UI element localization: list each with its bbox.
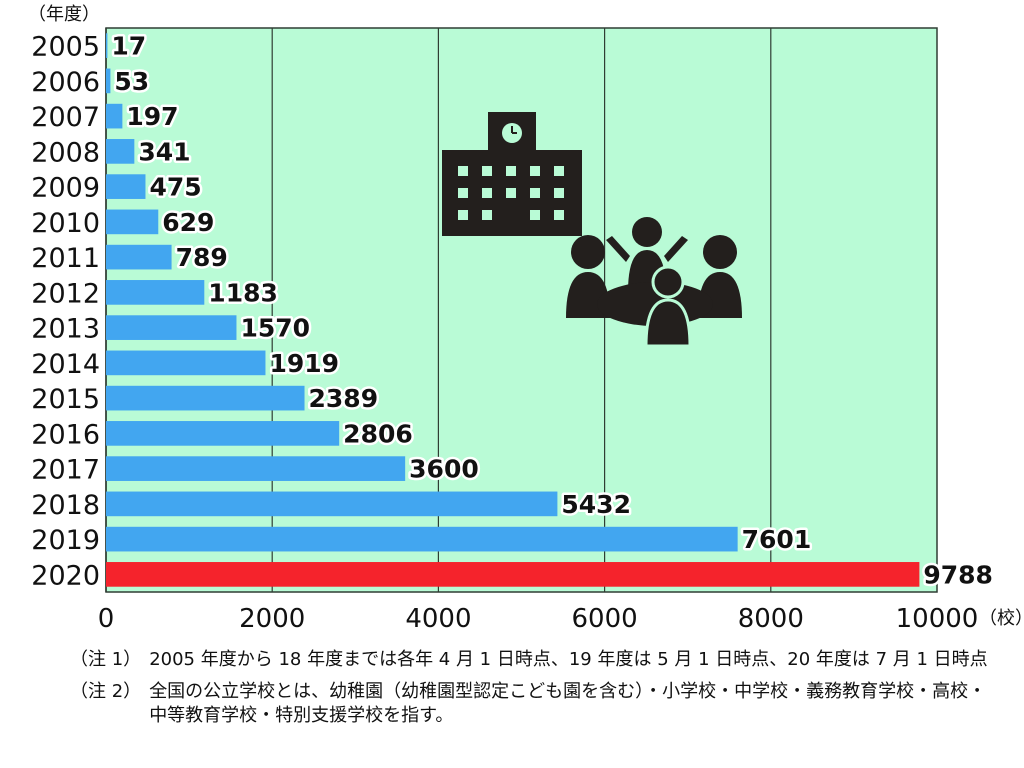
data-label: 3600 xyxy=(409,455,479,484)
window-icon xyxy=(458,188,468,198)
window-icon xyxy=(506,166,516,176)
data-label: 1570 xyxy=(240,314,310,343)
data-label: 629 xyxy=(162,208,214,237)
window-icon xyxy=(506,188,516,198)
x-axis-unit: （校） xyxy=(979,608,1024,629)
window-icon xyxy=(458,166,468,176)
data-label: 1919 xyxy=(269,349,339,378)
window-icon xyxy=(482,188,492,198)
bar-2019 xyxy=(106,526,738,552)
y-tick-label: 2017 xyxy=(31,455,100,486)
y-tick-label: 2014 xyxy=(31,349,100,380)
y-tick-label: 2015 xyxy=(31,384,100,415)
note-text: 2005 年度から 18 年度までは各年 4 月 1 日時点、19 年度は 5 … xyxy=(149,649,988,670)
window-icon xyxy=(530,166,540,176)
bar-2006 xyxy=(106,68,111,94)
y-tick-label: 2012 xyxy=(31,278,100,309)
year-labels: 2005 2006 2007 2008 2009 2010 2011 2012 2013 2014… xyxy=(31,32,100,592)
data-label: 17 xyxy=(111,32,146,61)
x-tick-label: 10000 xyxy=(896,604,979,634)
bar-2015 xyxy=(106,385,305,411)
y-tick-label: 2007 xyxy=(31,102,100,133)
window-icon xyxy=(482,166,492,176)
bar-2017 xyxy=(106,456,406,481)
y-tick-label: 2008 xyxy=(31,137,100,168)
x-tick-label: 8000 xyxy=(738,604,804,634)
bar-chart: 2005 2006 2007 2008 2009 2010 2011 2012 2013 2014… xyxy=(28,4,1024,634)
bar-2007 xyxy=(106,103,123,129)
y-tick-label: 2020 xyxy=(31,560,100,591)
bars xyxy=(106,33,920,587)
window-icon xyxy=(482,210,492,220)
note-label: （注 2） xyxy=(70,681,142,702)
notes: （注 1） 2005 年度から 18 年度までは各年 4 月 1 日時点、19 … xyxy=(70,648,1000,736)
bar-2013 xyxy=(106,315,237,340)
data-label: 2806 xyxy=(343,419,413,448)
data-label: 53 xyxy=(114,67,149,96)
bar-2016 xyxy=(106,421,340,446)
data-label: 1183 xyxy=(208,278,278,307)
data-label: 7601 xyxy=(742,525,812,554)
note-text: 全国の公立学校とは、幼稚園（幼稚園型認定こども園を含む）・小学校・中学校・義務教… xyxy=(149,681,987,726)
window-icon xyxy=(530,188,540,198)
bar-2018 xyxy=(106,491,558,517)
school-building-icon xyxy=(442,112,582,236)
data-label: 789 xyxy=(176,243,228,272)
x-tick-label: 4000 xyxy=(405,604,471,634)
bar-2009 xyxy=(106,174,146,199)
window-icon xyxy=(554,210,564,220)
bar-2005 xyxy=(106,33,108,58)
y-tick-label: 2009 xyxy=(31,173,100,204)
x-tick-label: 2000 xyxy=(239,604,305,634)
y-axis-label: （年度） xyxy=(28,4,100,25)
data-label: 197 xyxy=(126,102,178,131)
school-and-people-icon xyxy=(442,112,742,348)
value-labels: 17 53 197 341 475 629 789 1183 1570 1919 2389 2806 3… xyxy=(109,29,996,592)
note-1: （注 1） 2005 年度から 18 年度までは各年 4 月 1 日時点、19 … xyxy=(70,648,1000,672)
bar-2011 xyxy=(106,244,172,270)
x-tick-label: 6000 xyxy=(572,604,638,634)
bar-2020 xyxy=(106,562,920,587)
y-tick-label: 2013 xyxy=(31,314,100,345)
data-label: 475 xyxy=(149,173,201,202)
data-label: 5432 xyxy=(561,490,631,519)
data-label: 341 xyxy=(138,137,190,166)
y-tick-label: 2018 xyxy=(31,490,100,521)
window-icon xyxy=(458,210,468,220)
data-label: 9788 xyxy=(923,560,993,589)
window-icon xyxy=(554,166,564,176)
y-tick-label: 2019 xyxy=(31,525,100,556)
x-tick-label: 0 xyxy=(98,604,115,634)
y-tick-label: 2011 xyxy=(31,243,100,274)
window-icon xyxy=(554,188,564,198)
y-tick-label: 2010 xyxy=(31,208,100,239)
x-tick-labels: 0 2000 4000 6000 8000 10000 xyxy=(98,604,979,634)
bar-2010 xyxy=(106,209,159,235)
note-2: （注 2） 全国の公立学校とは、幼稚園（幼稚園型認定こども園を含む）・小学校・中… xyxy=(70,680,1000,728)
bar-2014 xyxy=(106,350,266,376)
people-icon xyxy=(566,217,742,348)
bar-2008 xyxy=(106,139,135,164)
bar-2012 xyxy=(106,280,205,305)
note-label: （注 1） xyxy=(70,649,142,670)
window-icon xyxy=(530,210,540,220)
y-tick-label: 2005 xyxy=(31,32,100,63)
y-tick-label: 2016 xyxy=(31,419,100,450)
data-label: 2389 xyxy=(309,384,379,413)
y-tick-label: 2006 xyxy=(31,67,100,98)
